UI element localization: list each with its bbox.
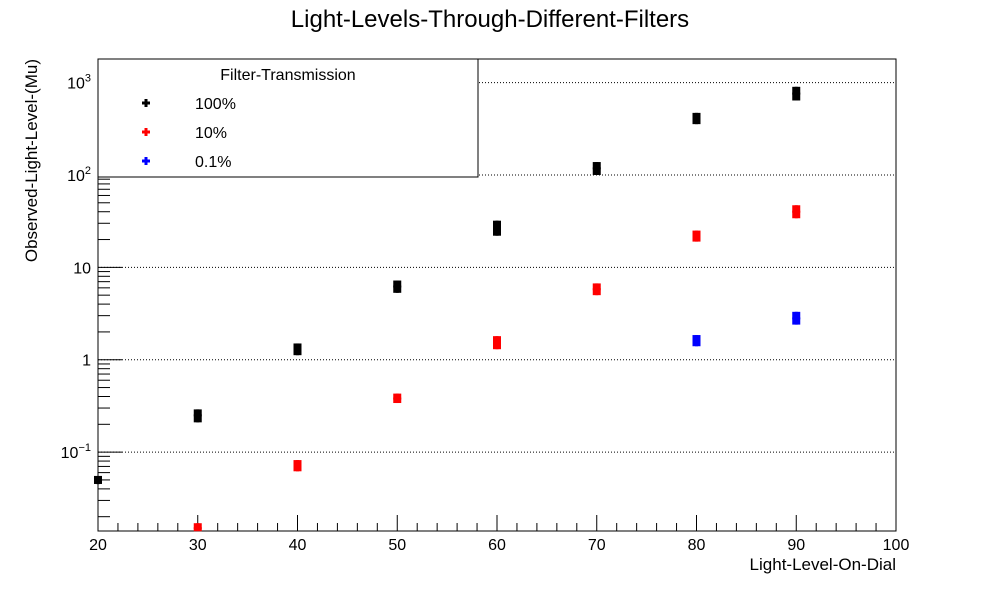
- data-point: [193, 409, 202, 423]
- axes: 20 30 40 50 60 70 80 90 100 10−1 1 10 102 103: [61, 58, 910, 554]
- x-tick-label: 40: [289, 537, 307, 554]
- x-tick-label: 90: [787, 537, 805, 554]
- data-point: [193, 523, 202, 532]
- data-point: [792, 311, 801, 325]
- chart-title: Light-Levels-Through-Different-Filters: [291, 6, 689, 33]
- legend-title: Filter-Transmission: [220, 67, 355, 84]
- y-axis-title: Observed-Light-Level-(Mu): [22, 59, 41, 262]
- data-point: [692, 230, 701, 242]
- y-tick-label: 102: [67, 165, 91, 185]
- data-point: [592, 283, 601, 296]
- data-point: [792, 86, 801, 101]
- legend-label: 0.1%: [195, 154, 231, 171]
- data-point: [493, 220, 501, 236]
- data-point: [293, 460, 302, 472]
- x-tick-label: 80: [688, 537, 706, 554]
- legend: Filter-Transmission 100% 10% 0.1%: [97, 58, 479, 178]
- data-point: [792, 205, 801, 219]
- x-tick-label: 100: [883, 537, 910, 554]
- data-point: [493, 336, 501, 350]
- data-point: [293, 343, 302, 356]
- x-axis-title: Light-Level-On-Dial: [750, 555, 896, 574]
- legend-box: [97, 58, 479, 178]
- y-tick-label: 10−1: [61, 442, 91, 462]
- legend-entry: 0.1%: [142, 154, 231, 171]
- y-tick-label: 1: [82, 353, 91, 370]
- data-point: [692, 112, 701, 125]
- legend-label: 100%: [195, 96, 236, 113]
- legend-label: 10%: [195, 125, 227, 142]
- data-point: [94, 475, 102, 485]
- legend-entry: 10%: [142, 125, 227, 142]
- x-tick-label: 20: [89, 537, 107, 554]
- x-tick-label: 50: [388, 537, 406, 554]
- y-tick-label: 103: [67, 73, 91, 93]
- legend-entry: 100%: [142, 96, 236, 113]
- x-tick-label: 60: [488, 537, 506, 554]
- x-tick-label: 70: [588, 537, 606, 554]
- data-point: [592, 162, 601, 175]
- x-tick-label: 30: [189, 537, 207, 554]
- data-points: [94, 86, 801, 532]
- point-marker: [193, 523, 202, 532]
- y-tick-label: 10: [73, 260, 91, 277]
- data-point: [393, 280, 402, 293]
- data-point: [692, 335, 701, 347]
- data-point: [393, 393, 402, 404]
